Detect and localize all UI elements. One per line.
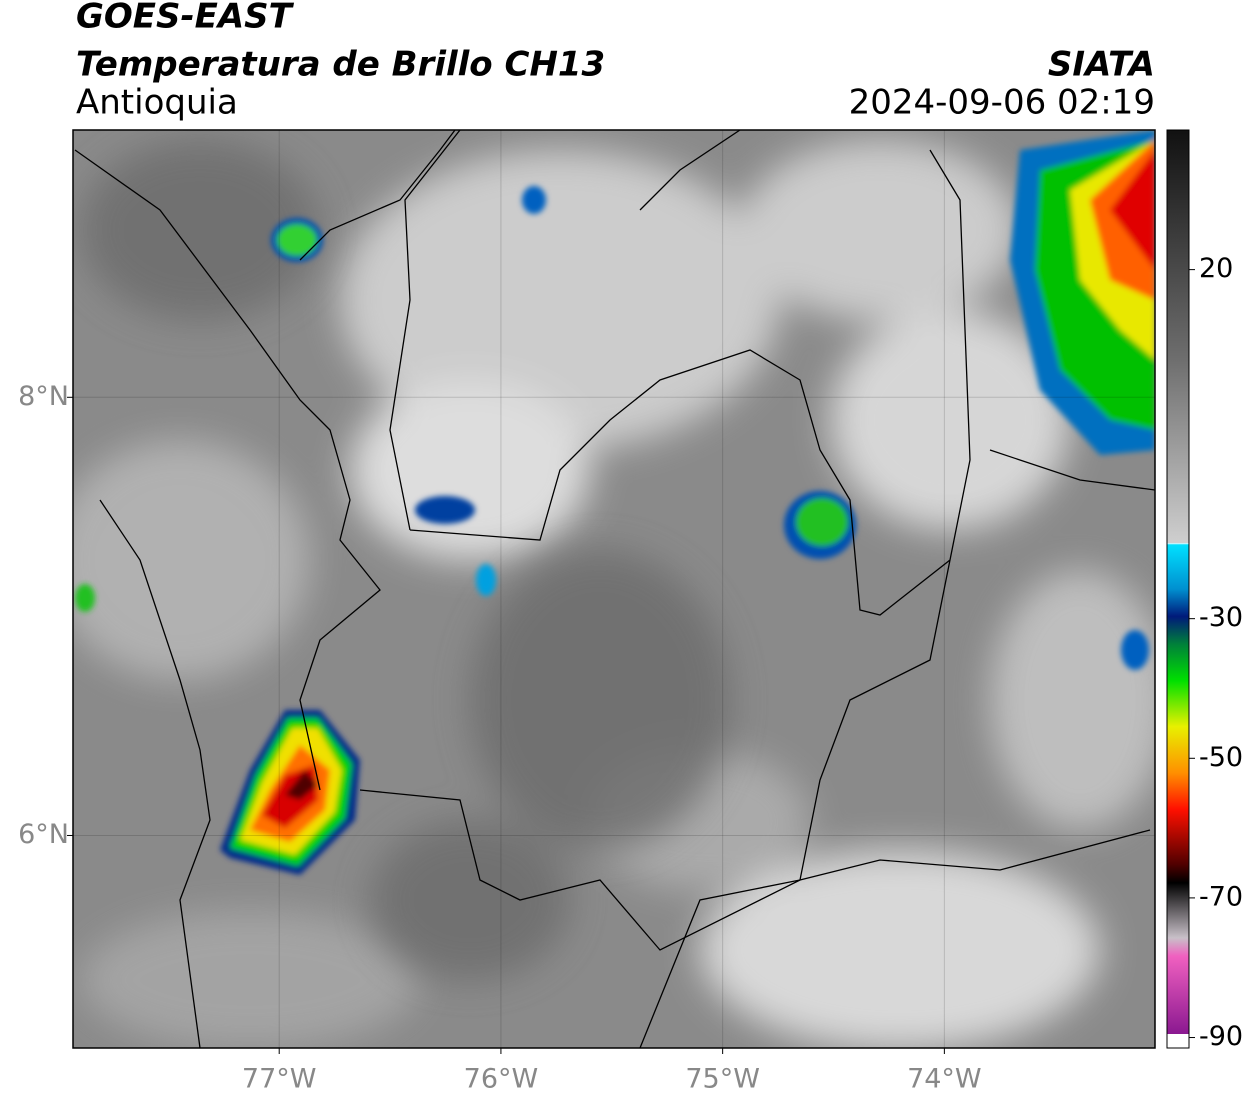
x-tick-label: 75°W [685, 1064, 760, 1095]
map-title: Temperatura de Brillo CH13 [76, 45, 605, 85]
colorbar-tick-label: -70 [1199, 881, 1243, 912]
colorbar-tick-label: 20 [1199, 253, 1233, 284]
boundaries [74, 130, 1155, 1048]
colorbar-tick-label: -90 [1199, 1021, 1243, 1052]
y-tick-label: 8°N [18, 381, 69, 412]
map-frame [72, 129, 1156, 1049]
x-tick-label: 74°W [907, 1064, 982, 1095]
organization: SIATA [1048, 45, 1155, 85]
satellite-image [73, 130, 1155, 1048]
colorbar [1166, 129, 1190, 1049]
x-tick-label: 77°W [242, 1064, 317, 1095]
satellite-name: GOES-EAST [76, 0, 295, 37]
colorbar-tick-label: -30 [1199, 602, 1243, 633]
datetime: 2024-09-06 02:19 [849, 83, 1155, 123]
x-tick-label: 76°W [464, 1064, 539, 1095]
y-tick-label: 6°N [18, 819, 69, 850]
region: Antioquia [76, 83, 238, 123]
colorbar-tick-label: -50 [1199, 742, 1243, 773]
